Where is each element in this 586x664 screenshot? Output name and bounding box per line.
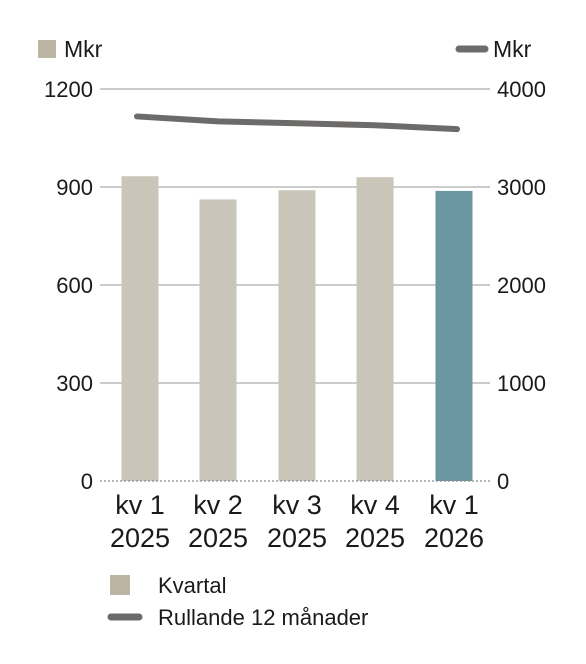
bar <box>356 177 394 481</box>
bars <box>121 176 473 482</box>
left-tick-label: 1200 <box>44 77 93 102</box>
right-axis-ticks: 0 1000 2000 3000 4000 <box>497 77 546 494</box>
left-tick-label: 600 <box>56 273 93 298</box>
left-unit-label: Mkr <box>64 36 103 62</box>
left-tick-label: 900 <box>56 175 93 200</box>
right-tick-label: 1000 <box>497 371 546 396</box>
legend-swatch-kvartal <box>110 575 130 595</box>
x-tick-label: 2025 <box>110 523 170 553</box>
rolling-line <box>134 113 460 133</box>
x-tick-label: 2025 <box>267 523 327 553</box>
right-unit-label: Mkr <box>493 36 532 62</box>
legend-label-rullande: Rullande 12 månader <box>158 605 368 630</box>
bar <box>199 199 237 481</box>
right-tick-label: 3000 <box>497 175 546 200</box>
left-axis-ticks: 0 300 600 900 1200 <box>44 77 93 494</box>
x-tick-label: kv 1 <box>429 490 479 520</box>
left-tick-label: 300 <box>56 371 93 396</box>
right-tick-label: 0 <box>497 469 509 494</box>
bar <box>121 176 159 481</box>
bar <box>278 190 316 481</box>
left-tick-label: 0 <box>81 469 93 494</box>
x-tick-label: kv 4 <box>350 490 400 520</box>
x-tick-label: 2025 <box>188 523 248 553</box>
right-tick-label: 2000 <box>497 273 546 298</box>
x-tick-label: kv 2 <box>193 490 243 520</box>
right-tick-label: 4000 <box>497 77 546 102</box>
x-tick-label: 2025 <box>345 523 405 553</box>
x-tick-label: kv 3 <box>272 490 322 520</box>
x-tick-label: 2026 <box>424 523 484 553</box>
line-series-path <box>134 113 460 133</box>
bar <box>435 190 473 482</box>
legend-label-kvartal: Kvartal <box>158 573 226 598</box>
x-tick-label: kv 1 <box>115 490 165 520</box>
left-unit-swatch <box>38 40 56 58</box>
